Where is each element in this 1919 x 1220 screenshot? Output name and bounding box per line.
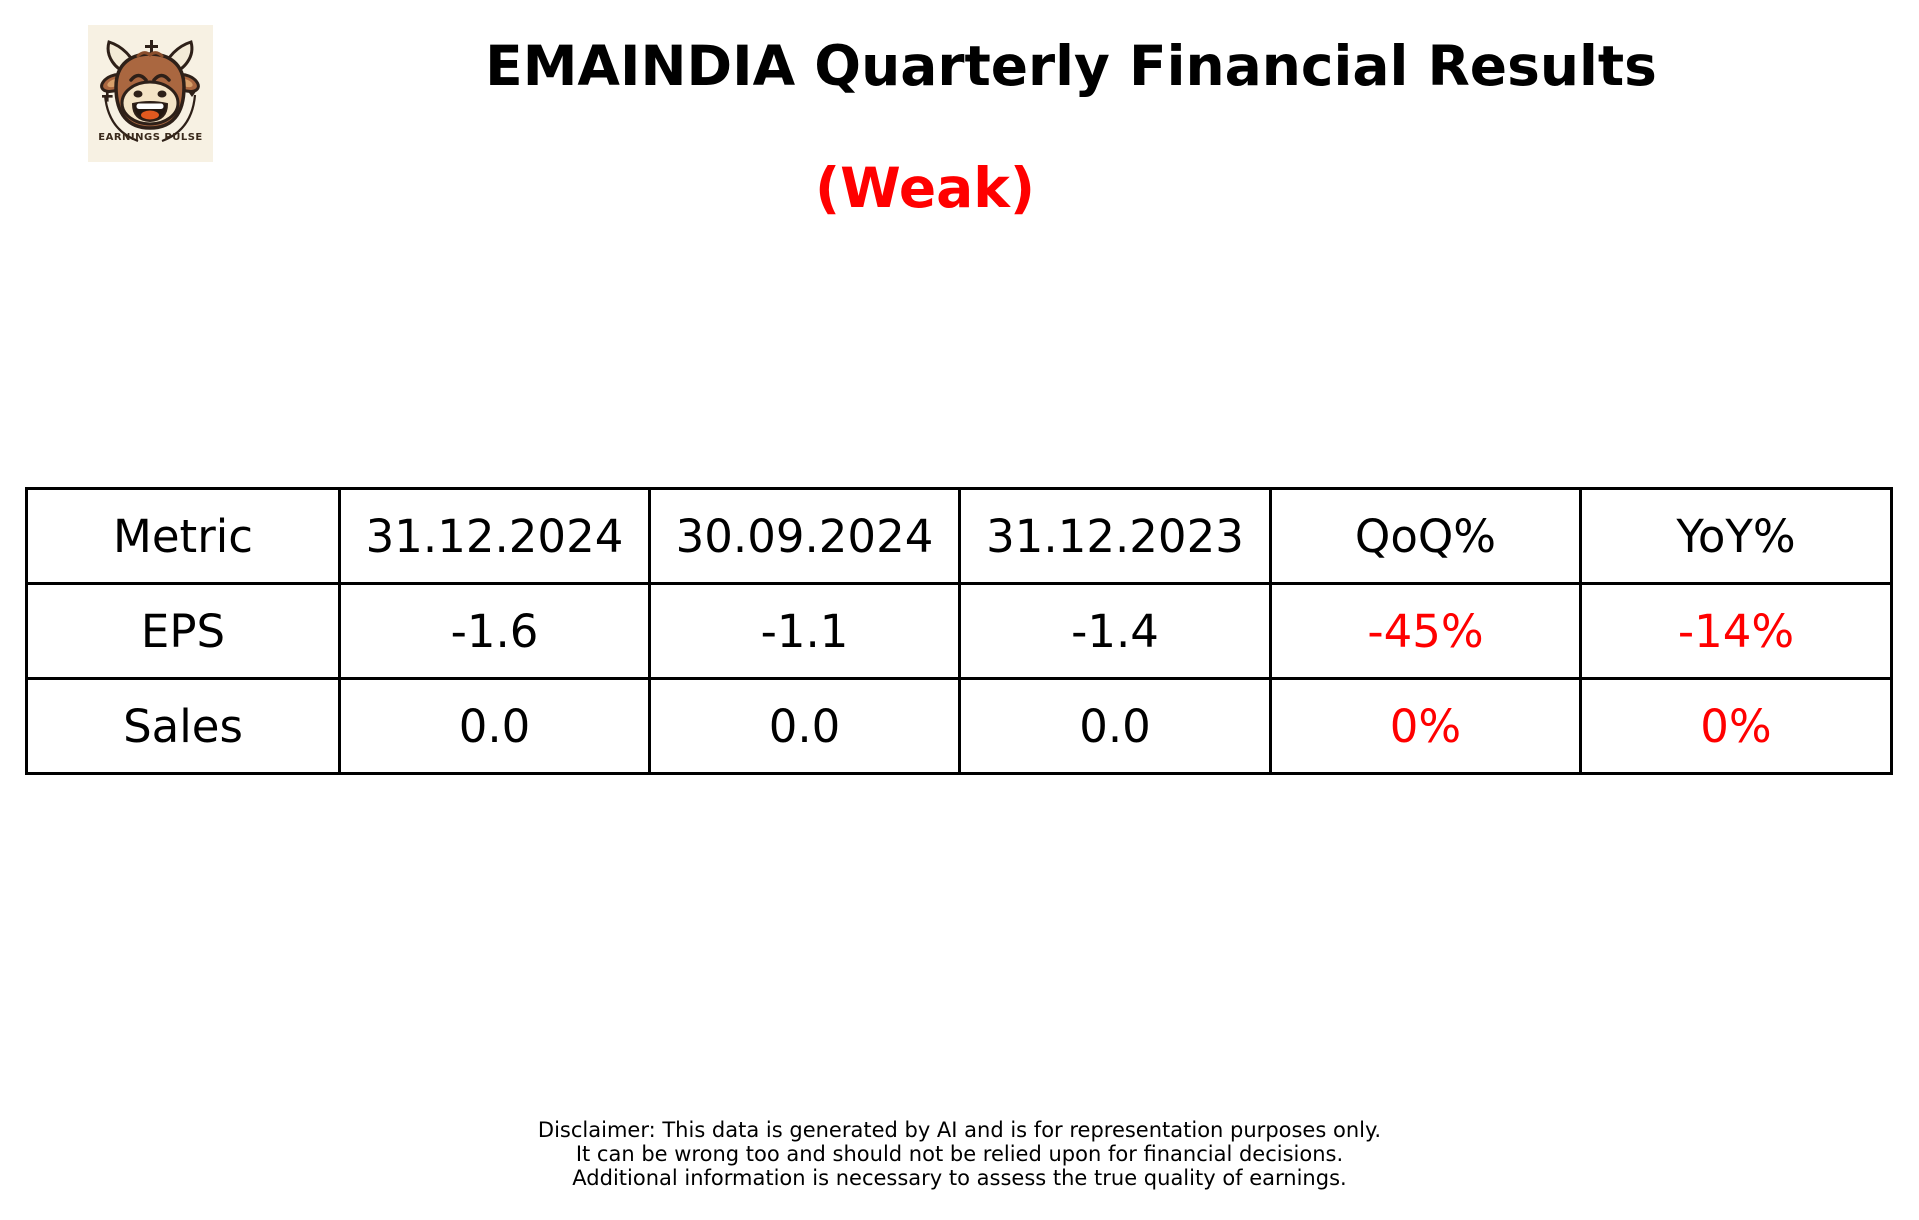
value-cell: -1.4 bbox=[958, 582, 1272, 680]
brand-name: EARNINGS PULSE bbox=[98, 132, 202, 143]
value-cell: -1.1 bbox=[648, 582, 961, 680]
qoq-cell: -45% bbox=[1269, 582, 1582, 680]
metric-label: Sales bbox=[25, 677, 341, 775]
column-header-yoy: YoY% bbox=[1579, 487, 1893, 585]
financials-table: Metric 31.12.2024 30.09.2024 31.12.2023 … bbox=[25, 487, 1893, 775]
metric-label: EPS bbox=[25, 582, 341, 680]
disclaimer: Disclaimer: This data is generated by AI… bbox=[0, 1118, 1919, 1190]
disclaimer-line: It can be wrong too and should not be re… bbox=[575, 1142, 1344, 1166]
qoq-cell: 0% bbox=[1269, 677, 1582, 775]
yoy-cell: 0% bbox=[1579, 677, 1893, 775]
column-header-q-yearago: 31.12.2023 bbox=[958, 487, 1272, 585]
column-header-metric: Metric bbox=[25, 487, 341, 585]
value-cell: 0.0 bbox=[958, 677, 1272, 775]
brand-logo: EARNINGS PULSE bbox=[88, 25, 213, 162]
yoy-cell: -14% bbox=[1579, 582, 1893, 680]
disclaimer-line: Disclaimer: This data is generated by AI… bbox=[537, 1118, 1382, 1142]
value-cell: -1.6 bbox=[338, 582, 651, 680]
table-header-row: Metric 31.12.2024 30.09.2024 31.12.2023 … bbox=[25, 487, 1893, 585]
page-title: EMAINDIA Quarterly Financial Results bbox=[485, 34, 1657, 98]
disclaimer-line: Additional information is necessary to a… bbox=[572, 1166, 1347, 1190]
table-row-sales: Sales 0.0 0.0 0.0 0% 0% bbox=[25, 677, 1893, 775]
value-cell: 0.0 bbox=[648, 677, 961, 775]
value-cell: 0.0 bbox=[338, 677, 651, 775]
column-header-q-current: 31.12.2024 bbox=[338, 487, 651, 585]
table-row-eps: EPS -1.6 -1.1 -1.4 -45% -14% bbox=[25, 582, 1893, 680]
bull-mascot-icon: EARNINGS PULSE bbox=[88, 25, 213, 162]
column-header-qoq: QoQ% bbox=[1269, 487, 1582, 585]
verdict-subtitle: (Weak) bbox=[815, 156, 1035, 220]
column-header-q-previous: 30.09.2024 bbox=[648, 487, 961, 585]
